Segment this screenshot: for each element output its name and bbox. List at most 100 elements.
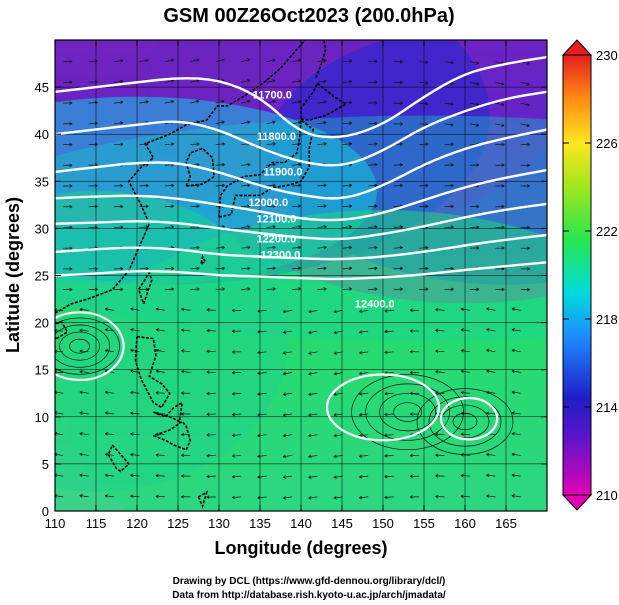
wind-streamline [359,455,369,457]
wind-arrowhead [94,142,98,147]
height-contour [55,168,547,222]
wind-arrowhead [104,348,109,353]
wind-arrowhead [526,142,530,147]
wind-streamline [384,310,394,312]
wind-arrowhead [196,183,200,188]
wind-arrowhead [79,473,83,477]
wind-streamline [469,82,479,85]
wind-arrowhead [257,330,261,334]
wind-streamline [419,267,429,270]
wind-arrowhead [475,102,480,107]
wind-arrowhead [308,413,312,417]
wind-streamline [342,288,352,290]
wind-arrowhead [272,204,276,208]
wind-arrowhead [511,328,515,332]
wind-arrowhead [359,351,363,355]
circulation [452,412,478,431]
wind-streamline [419,205,429,208]
wind-streamline [469,61,479,64]
wind-streamline [368,226,378,228]
wind-arrowhead [246,120,251,124]
wind-arrowhead [221,142,225,146]
wind-arrowhead [247,287,251,291]
wind-arrowhead [425,81,429,85]
wind-arrowhead [155,411,159,416]
wind-arrowhead [145,183,149,188]
wind-arrowhead [308,496,312,500]
wind-arrowhead [323,245,327,250]
wind-streamline [241,121,250,125]
y-tick-label: 10 [35,410,49,425]
wind-arrowhead [221,183,225,188]
x-tick-label: 140 [290,516,312,531]
wind-arrowhead [282,433,287,438]
wind-arrowhead [476,225,480,230]
wind-arrowhead [130,432,134,436]
wind-arrowhead [348,225,352,229]
circulation [428,396,502,447]
wind-arrowhead [79,411,83,415]
wind-arrowhead [196,58,200,62]
wind-arrowhead [308,475,312,479]
wind-arrowhead [69,184,73,188]
wind-arrowhead [374,287,378,291]
wind-arrowhead [170,225,175,229]
colorbar: 210 214 218 222 226 230 [561,39,618,511]
wind-streamline [266,246,276,249]
wind-streamline [190,143,200,145]
x-tick-label: 150 [372,516,394,531]
wind-arrowhead [206,412,210,417]
wind-arrowhead [450,204,454,209]
wind-streamline [190,184,200,187]
wind-arrowhead [425,183,429,188]
wind-arrowhead [384,412,388,417]
coastline [218,118,315,218]
y-tick-label: 30 [35,221,49,236]
wind-arrowhead [323,204,327,208]
wind-arrowhead [145,225,149,229]
height-contour [55,55,547,139]
wind-arrowhead [374,245,378,250]
wind-arrowhead [333,309,337,314]
wind-streamline [155,308,165,311]
wind-arrowhead [374,101,378,105]
wind-streamline [190,205,200,208]
wind-streamline [232,413,242,416]
wind-arrowhead [247,204,251,208]
wind-arrowhead [399,122,403,126]
x-axis-title: Longitude (degrees) [214,538,387,558]
wind-streamline [520,102,530,106]
wind-arrowhead [120,225,124,229]
wind-streamline [469,102,479,106]
wind-streamline [419,143,429,145]
wind-arrowhead [145,100,149,104]
wind-arrowhead [94,184,98,188]
wind-streamline [333,392,343,395]
y-tick-label: 40 [35,127,49,142]
wind-arrowhead [155,328,160,332]
wind-streamline [155,454,165,456]
wind-streamline [486,349,496,353]
wind-streamline [333,434,343,437]
wind-arrowhead [486,494,490,498]
wind-arrowhead [298,245,302,250]
wind-arrowhead [181,328,185,332]
wind-streamline [55,474,64,477]
colorbar-tick-label: 226 [596,136,618,151]
wind-streamline [215,59,225,63]
wind-arrowhead [69,225,73,230]
wind-streamline [342,205,352,208]
wind-streamline [79,309,89,311]
wind-streamline [384,330,394,333]
wind-arrowhead [374,204,378,208]
colorbar-ticks: 210 214 218 222 226 230 [563,48,618,503]
wind-streamline [155,329,165,332]
wind-arrowhead [501,142,505,147]
circulation [69,338,90,354]
wind-streamline [190,288,200,290]
wind-streamline [342,143,352,145]
wind-arrowhead [170,183,175,188]
wind-streamline [113,122,124,125]
wind-streamline [232,496,242,498]
wind-arrowhead [246,58,251,62]
